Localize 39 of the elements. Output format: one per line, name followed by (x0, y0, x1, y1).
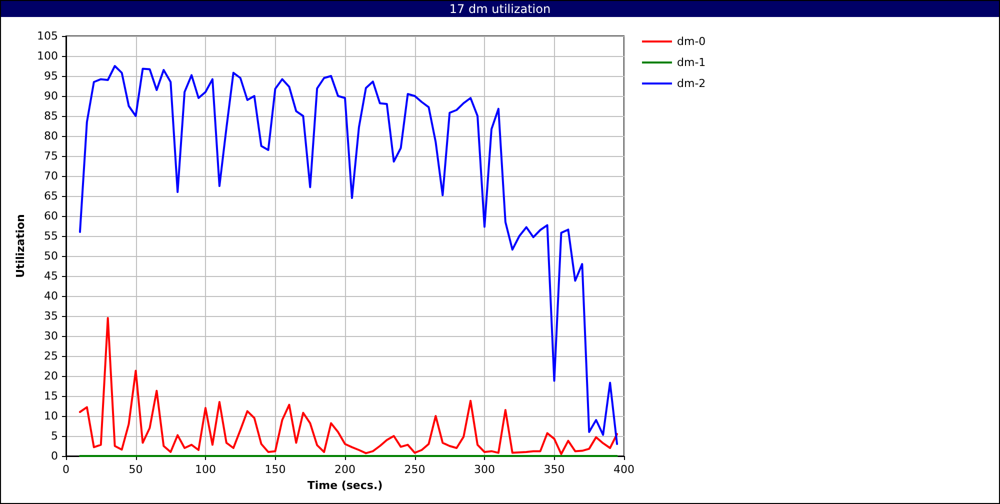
x-tick-label: 300 (474, 463, 495, 476)
chart-title: 17 dm utilization (1, 1, 999, 17)
y-tick-label: 25 (44, 350, 58, 362)
x-tick-label: 50 (128, 463, 143, 476)
y-tick-label: 70 (44, 170, 58, 182)
x-tick-label: 350 (544, 463, 565, 476)
y-tick-label: 75 (44, 150, 58, 162)
line-series (78, 65, 618, 445)
y-tick-label: 60 (44, 210, 58, 222)
y-tick-label: 90 (44, 90, 58, 102)
x-tick-label: 0 (62, 463, 70, 476)
x-tick-label: 100 (195, 463, 216, 476)
y-tick-label: 105 (37, 30, 58, 42)
x-tick-label: 400 (614, 463, 634, 476)
y-tick-label: 20 (44, 370, 58, 382)
legend-label: dm-2 (677, 77, 706, 90)
y-tick-label: 85 (44, 110, 58, 122)
y-tick-label: 55 (44, 230, 58, 242)
x-tick-label: 150 (264, 463, 286, 476)
y-axis-title: Utilization (14, 214, 28, 278)
y-tick-label: 5 (51, 430, 58, 442)
y-tick-label: 35 (44, 310, 58, 322)
y-tick-label: 95 (44, 70, 58, 82)
y-tick-label: 100 (37, 50, 58, 62)
y-tick-label: 30 (44, 330, 58, 342)
y-tick-label: 15 (44, 390, 58, 402)
legend-label: dm-0 (677, 35, 706, 48)
x-tick-label: 250 (404, 463, 426, 476)
line-series (78, 317, 618, 455)
y-tick-label: 80 (44, 130, 58, 142)
x-axis-title: Time (secs.) (307, 479, 383, 492)
y-tick-label: 0 (51, 450, 58, 462)
y-tick-label: 50 (44, 250, 58, 262)
y-tick-label: 10 (44, 410, 58, 422)
y-tick-label: 45 (44, 270, 58, 282)
y-tick-label: 40 (44, 290, 58, 302)
y-tick-label: 65 (44, 190, 58, 202)
x-tick-label: 200 (334, 463, 356, 476)
legend-label: dm-1 (677, 56, 706, 69)
